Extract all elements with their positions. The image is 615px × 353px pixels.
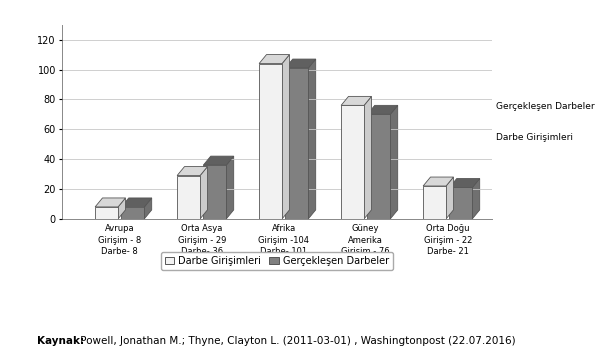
Polygon shape [204,156,234,165]
Polygon shape [145,198,152,219]
Legend: Darbe Girişimleri, Gerçekleşen Darbeler: Darbe Girişimleri, Gerçekleşen Darbeler [161,252,392,270]
Polygon shape [95,207,118,219]
Polygon shape [121,207,145,219]
Polygon shape [341,105,364,219]
Polygon shape [285,68,308,219]
Polygon shape [121,198,152,207]
Polygon shape [367,114,391,219]
Polygon shape [282,55,290,219]
Polygon shape [200,167,207,219]
Text: Kaynak:: Kaynak: [37,336,84,346]
Polygon shape [285,59,315,68]
Polygon shape [364,96,371,219]
Polygon shape [95,198,125,207]
Polygon shape [446,177,453,219]
Polygon shape [341,96,371,105]
Polygon shape [259,55,290,64]
Polygon shape [450,187,472,219]
Polygon shape [423,186,446,219]
Polygon shape [259,64,282,219]
Polygon shape [204,165,226,219]
Polygon shape [177,167,207,175]
Polygon shape [450,179,480,187]
Polygon shape [423,177,453,186]
Polygon shape [118,198,125,219]
Polygon shape [391,105,398,219]
Polygon shape [226,156,234,219]
Polygon shape [308,59,315,219]
Text: Gerçekleşen Darbeler: Gerçekleşen Darbeler [496,102,595,111]
Polygon shape [472,179,480,219]
Text: Darbe Girişimleri: Darbe Girişimleri [496,133,573,142]
Polygon shape [367,105,398,114]
Polygon shape [177,175,200,219]
Text: Powell, Jonathan M.; Thyne, Clayton L. (2011-03-01) , Washingtonpost (22.07.2016: Powell, Jonathan M.; Thyne, Clayton L. (… [77,336,515,346]
